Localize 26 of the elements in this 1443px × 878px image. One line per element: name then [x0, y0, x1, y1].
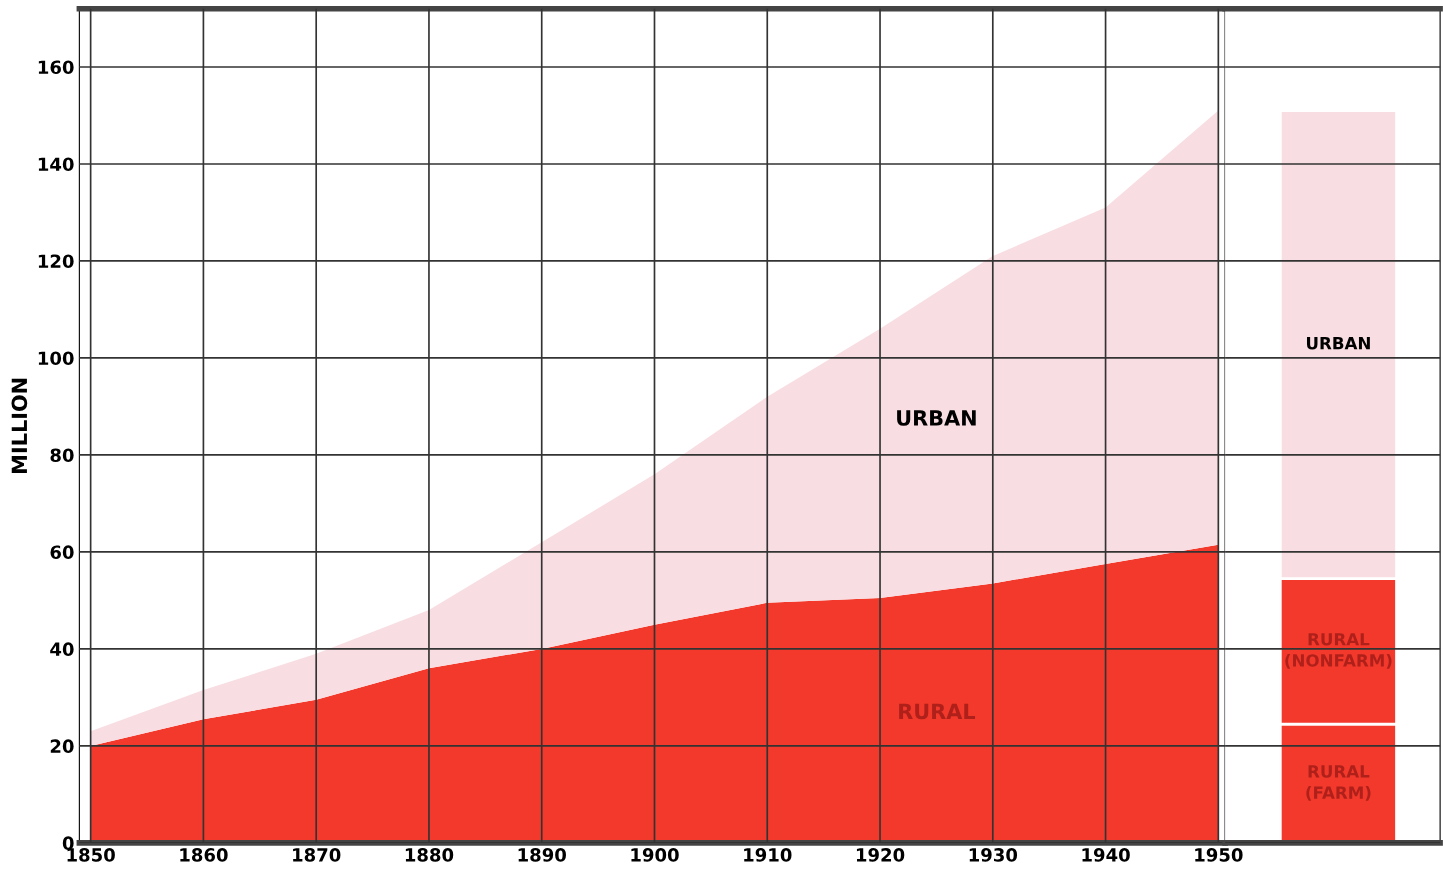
x-tick-label: 1940: [1082, 848, 1130, 862]
y-tick-label: 60: [50, 545, 74, 560]
y-tick-label: 40: [50, 642, 74, 657]
y-tick-label: 100: [38, 351, 74, 366]
x-tick-label: 1880: [405, 848, 454, 862]
x-tick-label: 1890: [518, 848, 566, 862]
series-label: RURAL: [899, 703, 976, 720]
y-axis-title: MILLION: [11, 378, 28, 473]
series-label: URBAN: [897, 410, 976, 426]
y-tick-label: 0: [62, 836, 74, 850]
y-tick-label: 160: [38, 60, 74, 75]
x-tick-label: 1950: [1195, 848, 1243, 862]
series-label: RURAL (NONFARM): [1285, 633, 1392, 669]
x-tick-label: 1900: [631, 848, 679, 862]
x-tick-label: 1920: [856, 848, 905, 862]
x-tick-label: 1860: [180, 848, 228, 862]
x-tick-label: 1930: [969, 848, 1018, 862]
y-tick-label: 20: [50, 739, 74, 754]
y-tick-label: 140: [38, 157, 74, 172]
y-tick-label: 80: [50, 448, 74, 463]
series-label: RURAL (FARM): [1306, 765, 1371, 801]
x-tick-label: 1910: [744, 848, 792, 862]
series-label: URBAN: [1306, 337, 1370, 350]
x-tick-label: 1850: [67, 848, 115, 862]
y-tick-label: 120: [38, 254, 74, 269]
x-tick-label: 1870: [293, 848, 341, 862]
